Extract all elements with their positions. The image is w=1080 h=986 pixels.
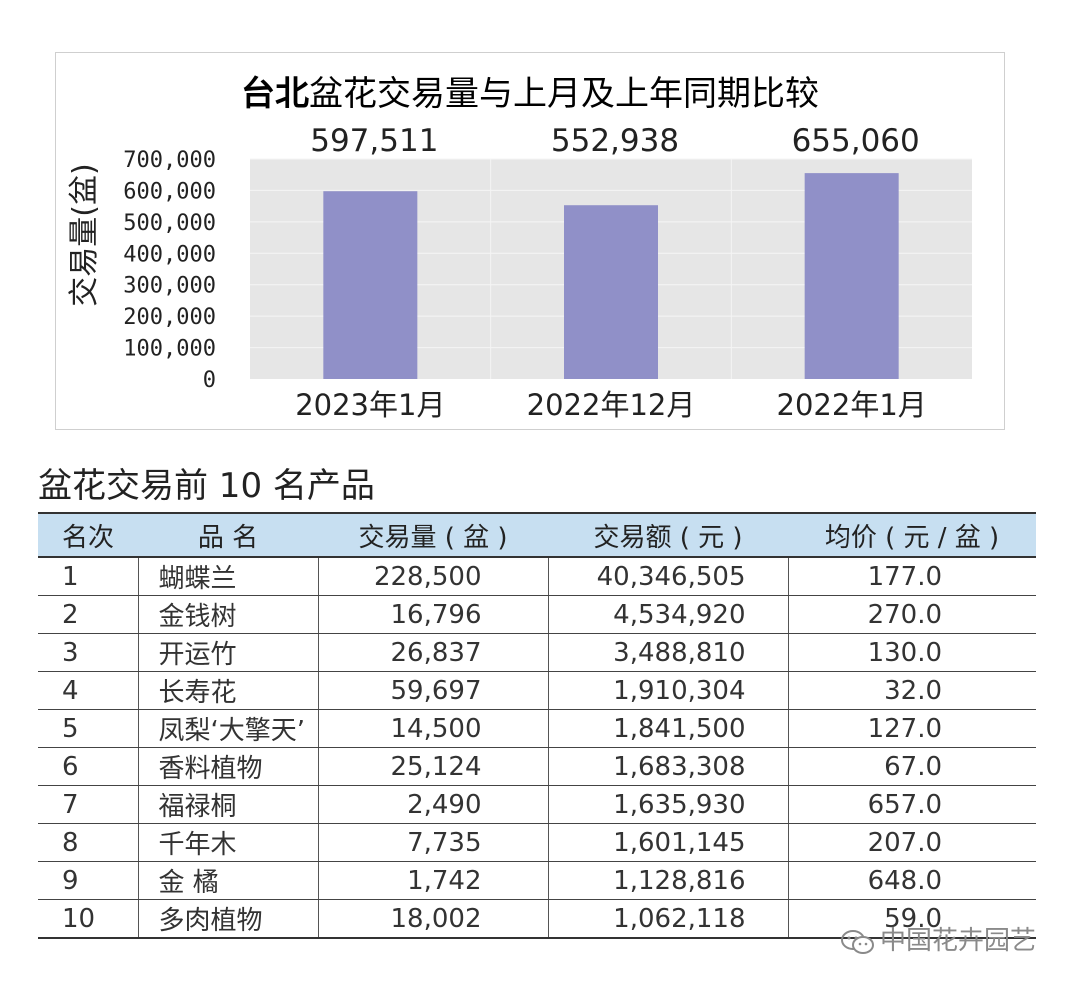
cell-name: 长寿花 bbox=[137, 671, 318, 710]
cell-avg-price: 130.0 bbox=[787, 633, 1036, 672]
cell-volume: 18,002 bbox=[317, 899, 548, 939]
cell-amount: 1,128,816 bbox=[547, 861, 788, 900]
cell-rank: 9 bbox=[38, 861, 138, 900]
y-tick-label: 300,000 bbox=[123, 274, 216, 299]
cell-amount: 1,841,500 bbox=[547, 709, 788, 748]
cell-volume: 2,490 bbox=[317, 785, 548, 824]
cell-volume: 1,742 bbox=[317, 861, 548, 900]
cell-name: 香料植物 bbox=[137, 747, 318, 786]
cell-name: 多肉植物 bbox=[137, 899, 318, 939]
header-volume: 交易量 ( 盆 ) bbox=[318, 512, 548, 558]
cell-rank: 2 bbox=[38, 595, 138, 634]
bar bbox=[564, 205, 658, 379]
cell-name: 开运竹 bbox=[137, 633, 318, 672]
x-tick-label: 2022年1月 bbox=[777, 388, 927, 422]
watermark-text: 中国花卉园艺 bbox=[880, 926, 1037, 956]
cell-avg-price: 657.0 bbox=[787, 785, 1036, 824]
table-row: 7 福禄桐 2,490 1,635,930 657.0 bbox=[38, 785, 1036, 824]
table-title: 盆花交易前 10 名产品 bbox=[38, 466, 375, 506]
cell-amount: 40,346,505 bbox=[547, 557, 788, 596]
chart-title-rest: 盆花交易量与上月及上年同期比较 bbox=[309, 74, 819, 114]
cell-rank: 1 bbox=[38, 557, 138, 596]
cell-volume: 16,796 bbox=[317, 595, 548, 634]
cell-volume: 59,697 bbox=[317, 671, 548, 710]
cell-name: 凤梨‘大擎天’ bbox=[137, 709, 318, 748]
cell-name: 蝴蝶兰 bbox=[137, 557, 318, 596]
table-row: 2 金钱树 16,796 4,534,920 270.0 bbox=[38, 595, 1036, 634]
chart-title-highlight: 台北 bbox=[241, 74, 309, 114]
cell-rank: 4 bbox=[38, 671, 138, 710]
header-name: 品 名 bbox=[138, 512, 318, 558]
x-tick-label: 2023年1月 bbox=[295, 388, 445, 422]
cell-volume: 26,837 bbox=[317, 633, 548, 672]
cell-amount: 1,635,930 bbox=[547, 785, 788, 824]
ranking-table: 名次 品 名 交易量 ( 盆 ) 交易额 ( 元 ) 均价 ( 元 / 盆 ) … bbox=[38, 512, 1036, 939]
data-label: 552,938 bbox=[551, 123, 679, 159]
table-row: 5 凤梨‘大擎天’ 14,500 1,841,500 127.0 bbox=[38, 709, 1036, 748]
cell-amount: 1,683,308 bbox=[547, 747, 788, 786]
table-header-row: 名次 品 名 交易量 ( 盆 ) 交易额 ( 元 ) 均价 ( 元 / 盆 ) bbox=[38, 512, 1036, 558]
y-tick-label: 700,000 bbox=[123, 148, 216, 173]
header-avg-price: 均价 ( 元 / 盆 ) bbox=[788, 512, 1036, 558]
bar bbox=[323, 191, 418, 379]
cell-volume: 25,124 bbox=[317, 747, 548, 786]
y-tick-label: 600,000 bbox=[123, 179, 216, 204]
cell-amount: 3,488,810 bbox=[547, 633, 788, 672]
bar-chart: 台北盆花交易量与上月及上年同期比较 交易量(盆) 0 100,000 200,000… bbox=[67, 74, 972, 422]
cell-rank: 7 bbox=[38, 785, 138, 824]
cell-rank: 8 bbox=[38, 823, 138, 862]
cell-volume: 7,735 bbox=[317, 823, 548, 862]
y-axis-label: 交易量(盆) bbox=[67, 163, 102, 306]
chart-panel: 台北盆花交易量与上月及上年同期比较 交易量(盆) 0 100,000 200,000… bbox=[55, 52, 1005, 430]
cell-avg-price: 207.0 bbox=[787, 823, 1036, 862]
cell-avg-price: 127.0 bbox=[787, 709, 1036, 748]
y-tick-label: 400,000 bbox=[123, 242, 216, 267]
cell-amount: 1,910,304 bbox=[547, 671, 788, 710]
cell-avg-price: 59.0 bbox=[787, 899, 1036, 939]
cell-name: 福禄桐 bbox=[137, 785, 318, 824]
y-tick-label: 0 bbox=[203, 368, 216, 393]
watermark: 中国花卉园艺 bbox=[840, 920, 1036, 957]
cell-name: 金 橘 bbox=[137, 861, 318, 900]
cell-rank: 6 bbox=[38, 747, 138, 786]
cell-avg-price: 67.0 bbox=[787, 747, 1036, 786]
cell-name: 千年木 bbox=[137, 823, 318, 862]
cell-amount: 1,601,145 bbox=[547, 823, 788, 862]
header-rank: 名次 bbox=[38, 512, 138, 558]
cell-avg-price: 177.0 bbox=[787, 557, 1036, 596]
cell-amount: 1,062,118 bbox=[547, 899, 788, 939]
data-label: 655,060 bbox=[792, 123, 920, 159]
table-row: 8 千年木 7,735 1,601,145 207.0 bbox=[38, 823, 1036, 862]
cell-rank: 5 bbox=[38, 709, 138, 748]
cell-amount: 4,534,920 bbox=[547, 595, 788, 634]
cell-avg-price: 32.0 bbox=[787, 671, 1036, 710]
table-row: 3 开运竹 26,837 3,488,810 130.0 bbox=[38, 633, 1036, 672]
header-amount: 交易额 ( 元 ) bbox=[548, 512, 788, 558]
cell-volume: 228,500 bbox=[317, 557, 548, 596]
cell-volume: 14,500 bbox=[317, 709, 548, 748]
bar bbox=[804, 173, 899, 379]
y-tick-label: 200,000 bbox=[123, 305, 216, 330]
data-label: 597,511 bbox=[310, 123, 438, 159]
cell-avg-price: 648.0 bbox=[787, 861, 1036, 900]
cell-avg-price: 270.0 bbox=[787, 595, 1036, 634]
cell-rank: 3 bbox=[38, 633, 138, 672]
cell-rank: 10 bbox=[38, 899, 138, 939]
table-row: 6 香料植物 25,124 1,683,308 67.0 bbox=[38, 747, 1036, 786]
y-tick-label: 500,000 bbox=[123, 211, 216, 236]
table-row: 4 长寿花 59,697 1,910,304 32.0 bbox=[38, 671, 1036, 710]
x-tick-label: 2022年12月 bbox=[527, 388, 696, 422]
table-row: 10 多肉植物 18,002 1,062,118 59.0 bbox=[38, 899, 1036, 939]
chart-title: 台北盆花交易量与上月及上年同期比较 bbox=[241, 74, 819, 114]
y-tick-label: 100,000 bbox=[123, 337, 216, 362]
cell-name: 金钱树 bbox=[137, 595, 318, 634]
wechat-icon bbox=[841, 929, 874, 954]
table-row: 1 蝴蝶兰 228,500 40,346,505 177.0 bbox=[38, 557, 1036, 596]
